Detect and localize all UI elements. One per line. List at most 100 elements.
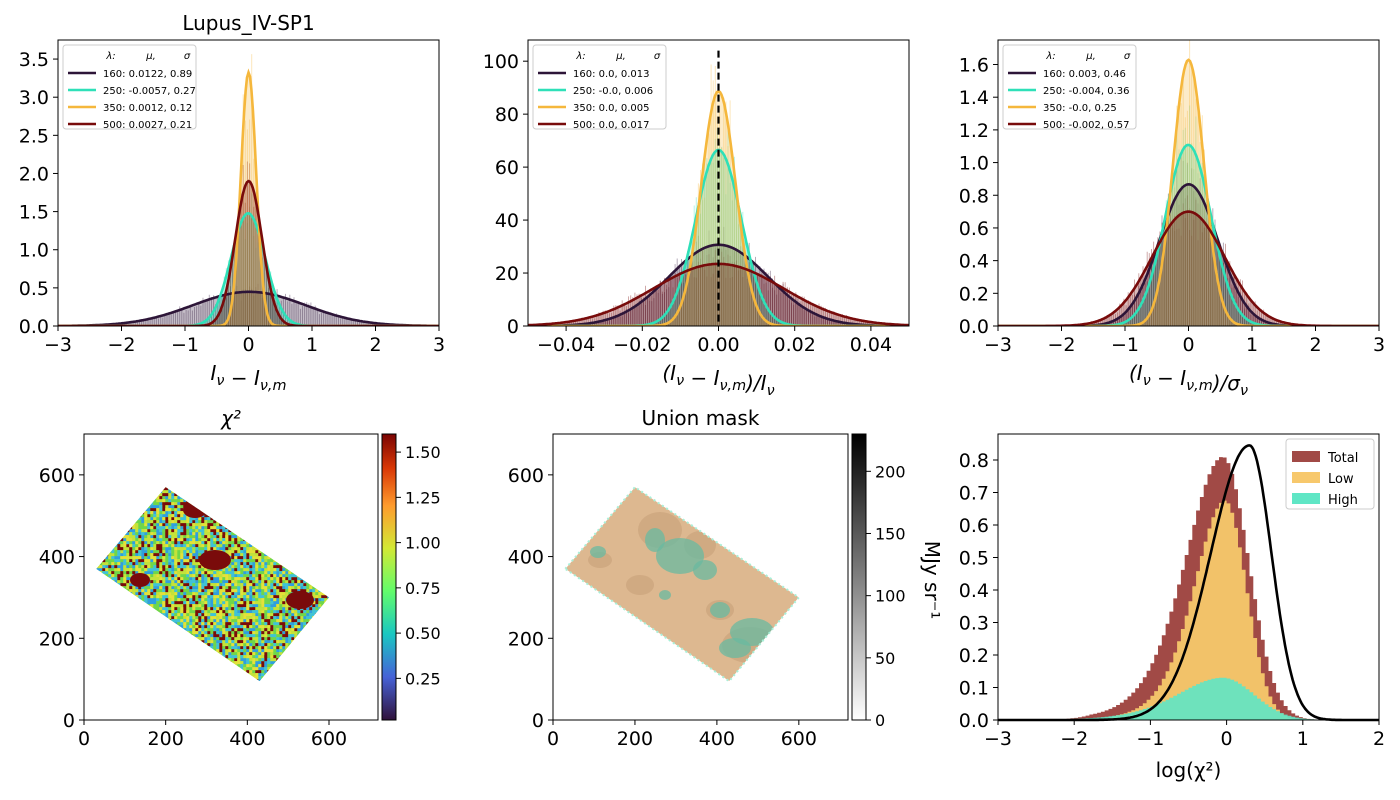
x-tick-label: −3: [984, 334, 1012, 356]
x-tick-label: −1: [171, 334, 199, 356]
x-tick-label: 0: [78, 728, 90, 750]
x-tick-label: −2: [1047, 334, 1075, 356]
x-tick-label: 3: [1373, 334, 1385, 356]
region-fill: [565, 487, 799, 682]
y-tick-label: 0.5: [19, 278, 49, 300]
label-subscript: ν,m: [719, 378, 746, 394]
map-region: [565, 487, 799, 707]
legend-label: 250: -0.004, 0.36: [1043, 86, 1130, 97]
x-tick-label: −1: [1136, 728, 1164, 750]
x-tick-label: −3: [984, 728, 1012, 750]
x-axis-label: (Iν − Iν,m)/σν: [1129, 361, 1248, 399]
mask-edge: [563, 485, 801, 683]
colorbar-tick-label: 0.50: [405, 624, 441, 643]
x-tick-label: 2: [1373, 728, 1385, 750]
series-line-250: [58, 211, 439, 326]
legend-header-mu: μ,: [1085, 51, 1096, 62]
label-part: )/σ: [1211, 371, 1242, 395]
panel-4: 0 200 400 600 0 200 400 600 0.25 0.50 0.75 1.00 1.25…: [39, 406, 441, 750]
legend-header-mu: μ,: [145, 51, 156, 62]
x-tick-label: 1: [306, 334, 318, 356]
label-part: (I: [1129, 361, 1143, 385]
x-tick-label: 200: [617, 728, 653, 750]
axes-frame: [997, 433, 1380, 721]
legend-label: 250: -0.0, 0.006: [573, 86, 653, 97]
y-tick-label: 0.2: [959, 645, 989, 667]
x-tick-label: 0: [242, 334, 254, 356]
label-part: − I: [684, 366, 719, 390]
legend-label: 160: 0.0122, 0.89: [103, 69, 192, 80]
y-tick-label: 1.2: [959, 120, 989, 142]
mask-blob: [693, 560, 717, 580]
panel-title: Lupus_IV-SP1: [182, 11, 314, 35]
label-subscript: ν: [676, 373, 684, 389]
y-tick-label: 60: [495, 157, 519, 179]
legend-box: [62, 44, 197, 130]
x-axis-label: (Iν − Iν,m)/Iν: [662, 361, 774, 399]
y-tick-label: 0.3: [959, 613, 989, 635]
mask-blob: [710, 602, 730, 618]
x-tick-label: 0.04: [850, 334, 892, 356]
legend-label: 350: 0.0012, 0.12: [103, 103, 192, 114]
label-subscript: ν: [767, 383, 775, 399]
panel-6: −3 −2 −1 0 1 2 0.0 0.1 0.2 0.3 0.4 0.5 0.6 0.7 0.8 Tota…: [959, 433, 1385, 782]
panel-title: χ²: [220, 406, 241, 430]
series-line-160: [58, 290, 439, 326]
x-axis-label: log(χ²): [1156, 758, 1222, 782]
x-tick-label: −2: [1060, 728, 1088, 750]
series-area-500: [58, 181, 439, 326]
legend-header-sigma: σ: [1124, 51, 1131, 62]
legend-label: Total: [1327, 451, 1358, 466]
y-tick-label: 0.6: [959, 515, 989, 537]
y-tick-label: 600: [508, 465, 544, 487]
series-line-160: [998, 182, 1379, 326]
legend-label: Low: [1328, 472, 1354, 487]
panel-1: −3 −2 −1 0 1 2 3 0.0 0.5 1.0 1.5 2.0 2.5 3.0 3.5 λ: μ, σ 1…: [19, 11, 445, 394]
series-line-160: [528, 243, 909, 326]
colorbar-bar: [851, 433, 867, 721]
y-tick-label: 1.0: [19, 240, 49, 262]
legend-box: [532, 44, 667, 130]
x-tick-label: −3: [44, 334, 72, 356]
x-tick-label: 2: [369, 334, 381, 356]
legend-swatch: [1292, 451, 1320, 462]
x-tick-label: −0.02: [613, 334, 671, 356]
legend-swatch: [1292, 472, 1320, 483]
mask-blob: [590, 546, 606, 558]
chi2-pixels: [96, 487, 329, 682]
label-subscript: ν,m: [260, 378, 287, 394]
x-tick-label: −2: [107, 334, 135, 356]
high-chi2-clump: [286, 591, 314, 609]
y-tick-label: 600: [39, 465, 75, 487]
x-tick-label: 3: [433, 334, 445, 356]
series-area-250: [998, 144, 1379, 326]
histogram-spikes: [196, 161, 301, 326]
y-tick-label: 1.4: [959, 87, 989, 109]
legend-header-lambda: λ:: [105, 51, 115, 62]
legend-label: 500: -0.002, 0.57: [1043, 120, 1130, 131]
map-region: [96, 487, 329, 682]
x-tick-label: 0.00: [697, 334, 739, 356]
y-tick-label: 80: [495, 104, 519, 126]
y-tick-label: 0.0: [19, 316, 49, 338]
colorbar-tick-label: 200: [875, 462, 906, 481]
dust-shading: [690, 693, 710, 707]
legend: λ: μ, σ 160: 0.003, 0.46 250: -0.004, 0.36 35…: [1002, 44, 1137, 131]
y-tick-label: 0.6: [959, 218, 989, 240]
dust-shading: [702, 494, 718, 506]
y-tick-label: 1.6: [959, 55, 989, 77]
x-tick-label: 600: [781, 728, 817, 750]
legend-header-lambda: λ:: [1045, 51, 1055, 62]
y-tick-label: 0.2: [959, 283, 989, 305]
axes-frame: [57, 39, 440, 327]
y-tick-label: 2.0: [19, 163, 49, 185]
legend-label: 350: -0.0, 0.25: [1043, 103, 1117, 114]
x-tick-label: 0.02: [774, 334, 816, 356]
legend-header-sigma: σ: [654, 51, 661, 62]
legend-label: 160: 0.003, 0.46: [1043, 69, 1126, 80]
legend-label: 160: 0.0, 0.013: [573, 69, 650, 80]
series-area-160: [998, 184, 1379, 326]
histogram-spikes: [1095, 105, 1282, 326]
axes-frame: [527, 39, 910, 327]
